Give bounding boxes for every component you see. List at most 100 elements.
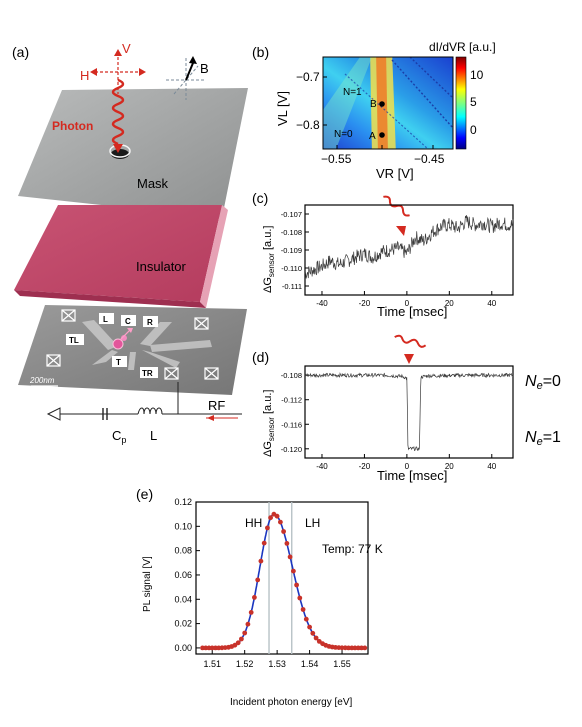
- panel-e: (e) 1.51 1.52 1.53 1.54 1.55 0.00 0.02 0.04 0.06…: [136, 486, 383, 708]
- gate-finger: [150, 340, 212, 352]
- data-point: [239, 636, 244, 642]
- data-point: [339, 645, 345, 651]
- photon-icon-c: [383, 195, 410, 236]
- x-tick-label: -20: [359, 462, 371, 471]
- panel-c: (c) -40 -20 0 20 40-0.107-0.108-0.109-0.110-…: [252, 190, 514, 319]
- spin-arrow-icon: [127, 328, 133, 333]
- data-point: [235, 640, 241, 646]
- temp-label: Temp: 77 K: [322, 542, 383, 556]
- x-tick-label: 40: [487, 299, 496, 308]
- c-ylabel: ΔGsensor [a.u.]: [262, 226, 276, 293]
- bond-pad: [46, 354, 61, 367]
- photon-wave-icon: [394, 334, 427, 348]
- plot-frame: [304, 204, 514, 296]
- gate-finger: [140, 322, 172, 346]
- gate-box-L: [99, 313, 114, 324]
- y-tick-label: 0.10: [174, 521, 192, 531]
- x-tick-label: -40: [316, 462, 328, 471]
- charge-transition-dashed: [391, 59, 453, 129]
- h-arrow-right-icon: [139, 68, 146, 76]
- data-point: [307, 624, 312, 630]
- b-xlabel: VR [V]: [376, 166, 414, 181]
- x-tick-label: -20: [359, 299, 371, 308]
- b-xtick: −0.55: [321, 152, 352, 166]
- charge-line-cyan: [323, 57, 372, 149]
- x-tick-label: -40: [316, 299, 328, 308]
- gate-label-T: T: [116, 358, 121, 367]
- bond-pad: [61, 309, 76, 322]
- data-point: [281, 529, 286, 534]
- gate-finger: [128, 352, 136, 370]
- data-point: [362, 645, 368, 651]
- annotation-B: B: [370, 99, 377, 110]
- x-tick-label: 1.51: [203, 659, 221, 669]
- colorbar-tick: 5: [470, 95, 477, 109]
- rf-arrow-icon: [207, 415, 214, 421]
- plot-c: -40 -20 0 20 40 -0.107 -0.108 -0.109 -0.110 -0.11…: [281, 204, 514, 308]
- b-vector: [185, 62, 194, 81]
- plot-d: -40 -20 0 20 40 -0.108 -0.112 -0.116 -0.120: [281, 365, 514, 471]
- h-arrow-left-icon: [90, 68, 97, 76]
- b-arrow-icon: [189, 56, 197, 64]
- y-tick-label: -0.120: [281, 445, 302, 454]
- e-xlabel: Incident photon energy [eV]: [230, 697, 353, 708]
- y-tick-label: -0.110: [281, 264, 302, 273]
- inductor-coil: [137, 407, 163, 415]
- data-point: [268, 515, 273, 521]
- v-arrow-icon: [114, 49, 122, 56]
- bond-pad: [204, 367, 219, 380]
- panel-d: (d) -40 -20 0 20 40-0.108-0.112-0.116-0.120 …: [252, 334, 561, 483]
- gate-label-R: R: [147, 318, 153, 327]
- mask-layer: [18, 88, 248, 218]
- plot-e: 1.51 1.52 1.53 1.54 1.55 0.00 0.02 0.04 0.06 0.08…: [174, 497, 369, 669]
- x-tick-label: 40: [487, 462, 496, 471]
- insulator-front: [14, 290, 206, 308]
- data-point: [242, 630, 248, 636]
- data-point: [291, 568, 296, 574]
- chip-layer: L C R TL T TR 200nm: [18, 305, 247, 395]
- signal-trace: [304, 215, 514, 279]
- rf-label: RF: [208, 398, 225, 413]
- data-point: [232, 642, 238, 648]
- y-tick-label: 0.06: [174, 570, 192, 580]
- x-tick-label: 1.53: [268, 659, 286, 669]
- data-point: [255, 577, 261, 583]
- colorbar-tick: 0: [470, 123, 477, 137]
- panel-label-b: (b): [252, 44, 269, 60]
- data-point: [303, 616, 309, 622]
- y-tick-label: -0.108: [281, 228, 302, 237]
- data-point: [274, 513, 280, 519]
- data-point: [284, 541, 290, 546]
- fit-curve: [202, 513, 365, 649]
- d-xlabel: Time [msec]: [377, 468, 447, 483]
- panel-a: (a) Mask V H Photon B: [12, 41, 248, 445]
- charge-transition-dashed: [409, 57, 453, 99]
- gate-label-TR: TR: [142, 369, 153, 378]
- x-tick-label: 1.55: [333, 659, 351, 669]
- annotation-N1: N=1: [343, 87, 362, 98]
- colorbar-ticks: 10 5 0: [470, 68, 484, 137]
- panel-label-c: (c): [252, 190, 268, 206]
- plot-frame: [195, 501, 369, 655]
- b-xtick: −0.45: [414, 152, 445, 166]
- c-xlabel: Time [msec]: [377, 304, 447, 319]
- y-tick-label: 0.08: [174, 546, 192, 556]
- photon-beam: V H Photon: [52, 41, 146, 153]
- gate-box-C: [121, 315, 136, 326]
- data-point: [359, 645, 364, 651]
- b-axis-diagonal: [173, 65, 199, 95]
- x-tick-label: 1.52: [236, 659, 254, 669]
- y-tick-label: 0.04: [174, 594, 192, 604]
- y-tick-label: -0.112: [281, 396, 302, 405]
- y-tick-label: -0.116: [281, 420, 302, 429]
- data-point: [287, 554, 293, 560]
- y-tick-label: 0.00: [174, 643, 192, 653]
- bond-pad: [194, 317, 209, 330]
- gate-labels: L C R TL T TR: [66, 313, 158, 378]
- hh-label: HH: [245, 516, 262, 530]
- gate-label-L: L: [103, 315, 108, 324]
- annotation-A: A: [369, 131, 376, 142]
- b-ytick: −0.8: [296, 118, 320, 132]
- h-label: H: [80, 68, 89, 83]
- gate-label-TL: TL: [69, 336, 79, 345]
